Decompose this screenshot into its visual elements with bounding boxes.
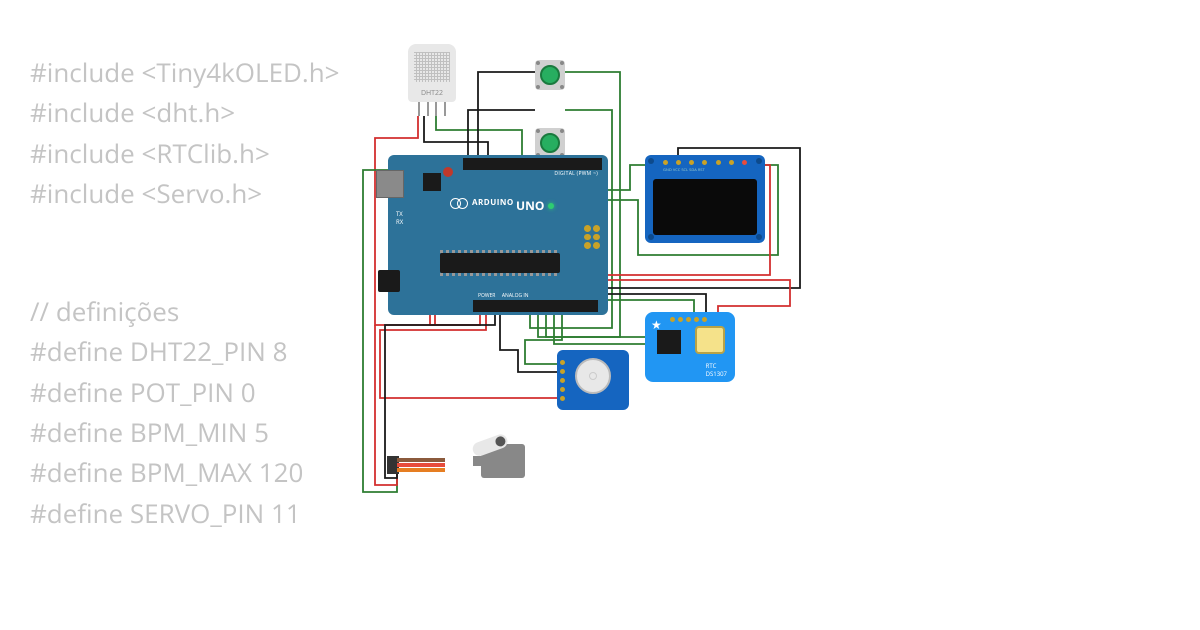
power-analog-header (473, 300, 598, 312)
code-line: #include <Tiny4kOLED.h> (30, 52, 340, 92)
atmega-chip-icon (440, 253, 560, 273)
code-line: #define BPM_MIN 5 (30, 412, 340, 452)
code-line: #define BPM_MAX 120 (30, 452, 340, 492)
reset-button-icon (443, 167, 453, 177)
arduino-uno-board: ARDUINO UNO DIGITAL (PWM ~) POWER ANALOG… (388, 155, 608, 315)
code-line: #include <dht.h> (30, 92, 340, 132)
code-line: // definições (30, 291, 340, 331)
code-line: #include <Servo.h> (30, 173, 340, 213)
arduino-model: UNO (516, 197, 544, 214)
rtc-module: ★ RTC DS1307 (645, 312, 735, 382)
circuit-diagram: DHT22 ARDUINO UNO DIGITAL (PWM ~) POWER … (330, 30, 930, 590)
arduino-logo-icon (450, 198, 468, 208)
code-line: #define DHT22_PIN 8 (30, 331, 340, 371)
txrx-label: TX RX (396, 210, 403, 226)
rtc-battery-icon (695, 326, 725, 354)
oled-display: GND VCC SCL SDA RST (645, 155, 765, 243)
usb-port-icon (376, 170, 404, 198)
dht22-label: DHT22 (408, 89, 456, 98)
wire (436, 116, 522, 158)
wire (424, 116, 488, 158)
code-line: #include <RTClib.h> (30, 133, 340, 173)
wire (468, 110, 535, 158)
digital-header (463, 158, 602, 170)
oled-screen (653, 179, 757, 235)
analog-label: ANALOG IN (502, 293, 529, 299)
push-button-2 (535, 128, 565, 158)
coin-cell-icon (575, 358, 611, 394)
arduino-brand: ARDUINO (472, 197, 514, 208)
dht22-sensor: DHT22 (408, 44, 456, 116)
digital-pwm-label: DIGITAL (PWM ~) (554, 171, 598, 177)
power-label: POWER (478, 293, 495, 299)
clock-battery-module (557, 350, 629, 410)
push-button-1 (535, 60, 565, 90)
code-overlay: #include <Tiny4kOLED.h> #include <dht.h>… (30, 52, 340, 533)
wire (380, 312, 562, 398)
barrel-jack-icon (378, 270, 400, 292)
wire (478, 72, 535, 158)
power-led-icon (548, 203, 554, 209)
servo-motor (445, 430, 525, 482)
rtc-chip-label: DS1307 (706, 370, 727, 378)
code-line: #define SERVO_PIN 11 (30, 493, 340, 533)
wire (500, 312, 562, 372)
code-line: #define POT_PIN 0 (30, 372, 340, 412)
icsp-header-icon (584, 225, 600, 249)
oled-pin-labels: GND VCC SCL SDA RST (663, 168, 705, 173)
